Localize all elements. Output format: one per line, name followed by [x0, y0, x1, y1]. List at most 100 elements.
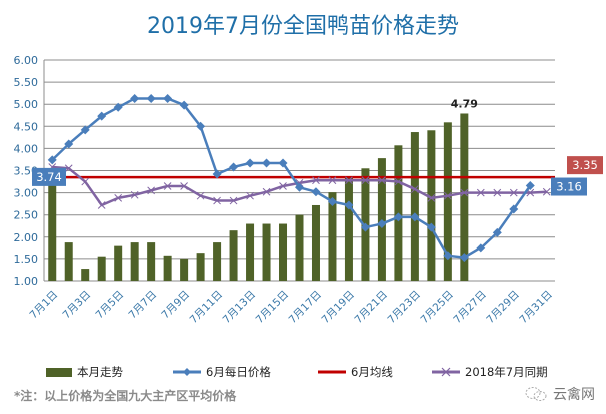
x-tick-label: 7月27日 [451, 289, 489, 327]
y-tick-label: 5.00 [14, 98, 39, 111]
bar [130, 242, 139, 281]
last-year-point [196, 191, 205, 200]
last-year-point [378, 176, 386, 185]
last-year-point [509, 188, 518, 197]
june-point [377, 219, 387, 229]
y-tick-label: 3.00 [14, 187, 39, 200]
brand-name: 云禽网 [553, 387, 595, 403]
last-year-point [262, 187, 271, 196]
last-year-point [328, 176, 337, 185]
june-point [393, 212, 403, 222]
last-year-point [229, 196, 238, 205]
last-year-point [147, 186, 155, 195]
bar [279, 223, 288, 281]
legend-swatch-bar [46, 367, 72, 377]
bar [48, 179, 57, 281]
june-point [410, 212, 420, 222]
last-year-point [542, 187, 551, 196]
bar [213, 242, 222, 281]
june-average-label: 3.35 [572, 158, 598, 172]
june-point [179, 100, 189, 110]
june-point [327, 196, 337, 206]
bar [344, 178, 353, 281]
june-point [80, 125, 90, 135]
last-year-point [476, 188, 485, 197]
legend-item-avg: 6月均线 [318, 364, 393, 380]
last-year-point [460, 188, 469, 197]
x-tick-label: 7月19日 [320, 289, 358, 327]
x-tick-label: 7月21日 [353, 289, 391, 327]
bar [460, 113, 469, 282]
x-tick-label: 7月17日 [287, 289, 325, 327]
june-point [360, 222, 370, 232]
last-year-point [444, 191, 452, 200]
y-tick-label: 5.50 [14, 76, 39, 89]
legend: 本月走势 6月每日价格 6月均线 2018年7月同期 [0, 364, 606, 382]
bar-value-label: 4.79 [451, 97, 478, 110]
june-point [426, 222, 436, 232]
legend-swatch-avg [318, 370, 346, 374]
june-point [47, 155, 57, 165]
legend-label-last-year: 2018年7月同期 [465, 365, 548, 379]
legend-label-bar: 本月走势 [77, 365, 123, 379]
footnote: *注：以上价格为全国九大主产区平均价格 [14, 389, 237, 403]
last-year-point [81, 177, 90, 186]
legend-label-june: 6月每日价格 [206, 365, 271, 379]
last-year-point [130, 190, 139, 199]
june-point [262, 158, 272, 168]
june-point [130, 93, 140, 103]
bar [443, 122, 452, 282]
x-tick-label: 7月29日 [484, 289, 522, 327]
june-point [113, 102, 123, 112]
bar [328, 192, 337, 281]
chart-title: 2019年7月份全国鸭苗价格走势 [147, 14, 459, 39]
x-tick-label: 7月23日 [385, 289, 423, 327]
bar [311, 204, 320, 281]
june-point [146, 93, 156, 103]
june-point [492, 227, 502, 237]
june-last-label: 3.16 [556, 180, 582, 194]
last-year-point [427, 194, 436, 202]
last-year-point [361, 176, 370, 185]
june-point [311, 187, 321, 197]
bar [114, 245, 123, 281]
last-year-point [493, 188, 502, 197]
y-tick-label: 4.50 [14, 120, 39, 133]
june-point [525, 181, 535, 191]
x-tick-label: 7月5日 [94, 289, 127, 322]
june-point [476, 243, 486, 253]
x-tick-label: 7月13日 [221, 289, 259, 327]
june-point [278, 158, 288, 168]
bar [163, 255, 172, 281]
june-point [196, 121, 206, 131]
y-tick-label: 1.00 [14, 275, 39, 288]
y-tick-label: 2.50 [14, 209, 39, 222]
bar [180, 258, 189, 281]
x-tick-label: 7月15日 [254, 289, 292, 327]
y-tick-label: 4.00 [14, 142, 39, 155]
legend-swatch-last-year [432, 367, 460, 377]
june-point [344, 200, 354, 210]
june-point [459, 253, 469, 263]
last-year-point [97, 201, 106, 209]
x-tick-label: 7月11日 [188, 289, 226, 327]
last-year-point [64, 164, 73, 173]
june-point [245, 158, 255, 168]
last-year-point [213, 196, 221, 205]
last-year-point [163, 182, 172, 190]
y-tick-label: 2.00 [14, 231, 39, 244]
last-year-point [411, 185, 419, 193]
x-tick-label: 7月9日 [159, 289, 192, 322]
bar [64, 242, 73, 281]
y-tick-label: 3.50 [14, 165, 39, 178]
bar [262, 223, 271, 281]
june-point [229, 162, 239, 172]
last-year-point [279, 182, 287, 190]
y-tick-label: 1.50 [14, 253, 39, 266]
y-tick-label: 6.00 [14, 54, 39, 67]
last-year-point [246, 191, 254, 200]
june-first-label: 3.74 [36, 170, 62, 184]
june-point [163, 93, 173, 103]
bar [427, 130, 436, 281]
bar [246, 223, 255, 281]
